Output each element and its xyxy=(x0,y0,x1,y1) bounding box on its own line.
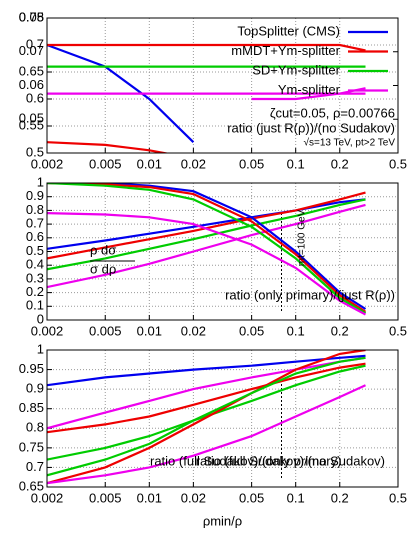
series-line xyxy=(47,350,366,485)
series-line xyxy=(47,198,366,271)
x-tick-label: 0.05 xyxy=(239,490,264,505)
annotation: ζcut=0.05, ρ=0.00766 xyxy=(270,105,395,120)
x-tick-label: 0.2 xyxy=(331,156,349,171)
y2-tick-label: 0.06 xyxy=(19,77,44,92)
y-tick-label: 1 xyxy=(37,341,44,356)
annotation: ratio (only primary)/(just R(ρ)) xyxy=(225,287,395,302)
x-tick-label: 0.01 xyxy=(137,490,162,505)
series-line xyxy=(47,183,367,315)
x-tick-label: 0.005 xyxy=(89,156,122,171)
x-tick-label: 0.005 xyxy=(89,490,122,505)
series-line xyxy=(47,183,367,313)
y-tick-label: 0.75 xyxy=(19,9,44,24)
y2-tick-label: 0.05 xyxy=(19,111,44,126)
x-tick-label: 0.02 xyxy=(181,323,206,338)
series-line xyxy=(47,198,366,250)
series-line xyxy=(47,356,366,477)
y-tick-label: 0.65 xyxy=(19,478,44,493)
y-tick-label: 0.8 xyxy=(26,420,44,435)
x-tick-label: 0.1 xyxy=(287,156,305,171)
x-tick-label: 0.5 xyxy=(389,156,407,171)
plot-frame xyxy=(46,17,399,154)
y-tick-label: 0.55 xyxy=(19,117,44,132)
x-tick-label: 0.5 xyxy=(389,490,407,505)
annotation: mt=100 GeV xyxy=(297,209,308,266)
x-tick-label: 0.002 xyxy=(31,156,64,171)
series-line xyxy=(47,191,366,260)
x-tick-label: 0.5 xyxy=(389,323,407,338)
annotation: √s=13 TeV, pt>2 TeV xyxy=(304,137,396,149)
plot-area xyxy=(47,43,366,153)
x-tick-label: 0.1 xyxy=(287,490,305,505)
x-tick-label: 0.01 xyxy=(137,156,162,171)
annotation: ratio (full Sudakov)/(no Sudakov) xyxy=(196,453,385,468)
y-tick-label: 0.9 xyxy=(26,188,44,203)
y-tick-label: 0.3 xyxy=(26,270,44,285)
y-tick-label: 0.95 xyxy=(19,361,44,376)
x-tick-label: 0.05 xyxy=(239,323,264,338)
y2-tick-label: 0.08 xyxy=(19,9,44,24)
annotation: ratio (full Sudakov)/(only primary) xyxy=(150,453,341,468)
x-axis-label: ρmin/ρ xyxy=(203,513,242,528)
y-tick-label: 0.5 xyxy=(26,243,44,258)
y-tick-label: 0.7 xyxy=(26,216,44,231)
y-tick-label: 0.65 xyxy=(19,63,44,78)
annotation: ratio (just R(ρ))/(no Sudakov) xyxy=(227,120,395,135)
y-tick-label: 0.5 xyxy=(26,144,44,159)
x-tick-label: 0.2 xyxy=(331,490,349,505)
y-tick-label: 0.8 xyxy=(26,202,44,217)
series-line xyxy=(47,212,367,316)
annotation: σ dρ xyxy=(90,261,116,276)
y-tick-label: 0.4 xyxy=(26,257,44,272)
series-line xyxy=(47,141,171,153)
y-tick-label: 0.9 xyxy=(26,381,44,396)
legend-label: mMDT+Ym-splitter xyxy=(231,43,340,58)
x-tick-label: 0.2 xyxy=(331,323,349,338)
y-tick-label: 0.1 xyxy=(26,298,44,313)
y-tick-label: 0.7 xyxy=(26,36,44,51)
x-tick-label: 0.02 xyxy=(181,156,206,171)
x-tick-label: 0.002 xyxy=(31,490,64,505)
plot-frame xyxy=(46,349,399,488)
series-line xyxy=(47,354,366,387)
series-line xyxy=(47,203,366,289)
x-tick-label: 0.01 xyxy=(137,323,162,338)
y-tick-label: 0.2 xyxy=(26,284,44,299)
x-tick-label: 0.05 xyxy=(239,156,264,171)
legend-label: SD+Ym-splitter xyxy=(252,62,340,77)
plot-frame xyxy=(46,182,399,321)
y-tick-label: 0.6 xyxy=(26,229,44,244)
y-tick-label: 0.75 xyxy=(19,439,44,454)
x-tick-label: 0.1 xyxy=(287,323,305,338)
x-tick-label: 0.002 xyxy=(31,323,64,338)
series-line xyxy=(47,384,366,485)
y-tick-label: 0.6 xyxy=(26,90,44,105)
y-tick-label: 0.7 xyxy=(26,459,44,474)
plot-area xyxy=(47,350,366,485)
series-line xyxy=(47,364,366,461)
y-tick-label: 0.85 xyxy=(19,400,44,415)
y-tick-label: 1 xyxy=(37,174,44,189)
annotation: ρ dσ xyxy=(90,242,116,257)
x-tick-label: 0.005 xyxy=(89,323,122,338)
legend-label: TopSplitter (CMS) xyxy=(237,23,340,38)
x-tick-label: 0.02 xyxy=(181,490,206,505)
y2-tick-label: 0.07 xyxy=(19,43,44,58)
legend-label: Ym-splitter xyxy=(278,82,341,97)
series-line xyxy=(47,43,195,143)
series-line xyxy=(47,43,366,52)
y-tick-label: 0 xyxy=(37,311,44,326)
series-line xyxy=(47,362,366,434)
